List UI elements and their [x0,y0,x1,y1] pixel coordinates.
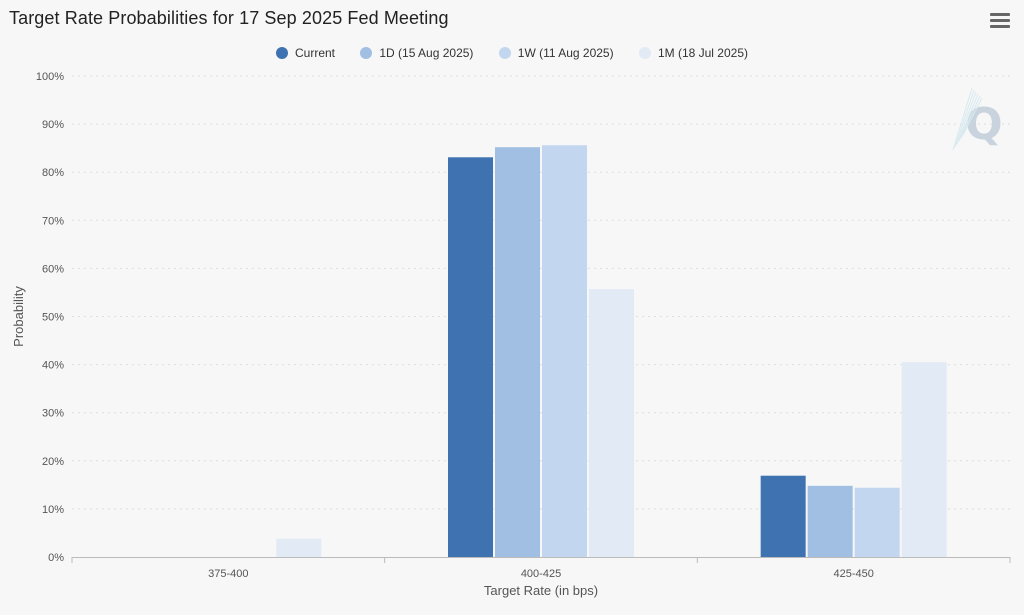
legend-item-1d[interactable]: 1D (15 Aug 2025) [360,46,473,60]
y-tick-label: 40% [42,360,64,372]
x-tick-label: 400-425 [521,568,561,580]
bar-425-450-series-2[interactable] [854,487,900,557]
watermark-stripe [956,91,977,145]
y-tick-label: 20% [42,456,64,468]
legend-label: 1M (18 Jul 2025) [657,46,748,60]
x-axis-title: Target Rate (in bps) [484,583,598,598]
x-tick-label: 375-400 [208,568,248,580]
legend-swatch [360,47,373,59]
menu-line [990,25,1010,28]
y-tick-label: 60% [42,263,64,275]
bar-375-400-series-3[interactable] [276,538,322,557]
y-tick-label: 90% [42,119,64,131]
legend-item-current[interactable]: Current [275,46,335,60]
y-tick-label: 100% [36,71,64,83]
legend-label: Current [294,46,335,60]
watermark-stripe [952,87,973,151]
bar-425-450-series-1[interactable] [807,485,853,557]
watermark-stripe [960,95,981,139]
axes: 0% 10% 20% 30% 40% 50% 60% 70% 80% 90% 100% 375-400… [36,71,1011,580]
watermark-stripe [958,93,979,142]
watermark-q-icon: Q [965,99,1002,150]
chart-legend: Current 1D (15 Aug 2025) 1W (11 Aug 2025… [0,46,1024,64]
y-tick-label: 80% [42,167,64,179]
bars [276,145,947,558]
bar-425-450-series-0[interactable] [760,475,806,557]
y-tick-label: 0% [48,552,64,564]
y-tick-label: 50% [42,312,64,324]
menu-line [990,13,1010,16]
legend-item-1m[interactable]: 1M (18 Jul 2025) [638,46,748,60]
y-tick-label: 10% [42,504,64,516]
y-tick-label: 70% [42,215,64,227]
chart-title: Target Rate Probabilities for 17 Sep 202… [9,8,449,28]
legend-swatch [498,47,511,59]
legend-label: 1W (11 Aug 2025) [517,46,614,60]
bar-425-450-series-3[interactable] [901,362,947,557]
bar-400-425-series-3[interactable] [589,289,634,557]
y-axis-title: Probability [11,286,26,347]
gridlines [72,75,1010,510]
legend-swatch [275,47,288,59]
legend-swatch [638,47,651,59]
bar-400-425-series-1[interactable] [495,147,540,558]
hamburger-menu-icon[interactable] [990,13,1010,29]
x-tick-label: 425-450 [833,568,873,580]
watermark-stripe [962,97,983,136]
y-tick-label: 30% [42,408,64,420]
menu-line [990,19,1010,22]
bar-400-425-series-2[interactable] [542,145,587,557]
bar-400-425-series-0[interactable] [448,157,493,557]
legend-label: 1D (15 Aug 2025) [379,46,474,60]
watermark-logo: Q [952,87,1003,151]
legend-item-1w[interactable]: 1W (11 Aug 2025) [498,46,614,60]
watermark-stripe [954,89,975,148]
